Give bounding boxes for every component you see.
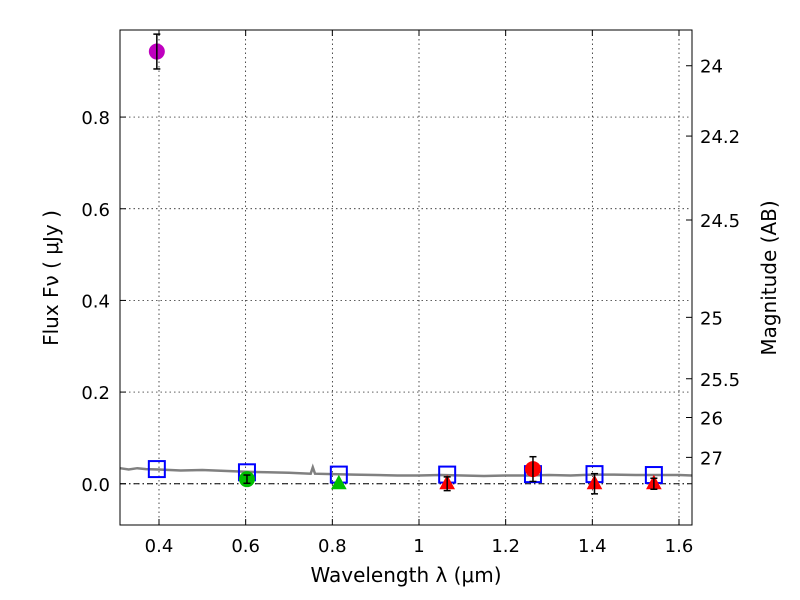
y2-axis-label: Magnitude (AB)	[757, 200, 781, 355]
magnitude-tick-label: 26	[700, 409, 723, 430]
y-tick-label: 0.4	[81, 291, 110, 312]
tick-labels: 0.4 0.6 0.8 1 1.2 1.4 1.6 0.0 0.2 0.4 0.6 0.8 24 24.2…	[81, 57, 740, 557]
x-tick-label: 0.8	[318, 536, 347, 557]
model-spectrum-line	[119, 463, 693, 478]
magnitude-tick-label: 24.2	[700, 127, 740, 148]
y-tick-label: 0.0	[81, 475, 110, 496]
axis-ticks	[120, 30, 692, 525]
x-tick-label: 0.4	[145, 536, 174, 557]
y-tick-label: 0.2	[81, 383, 110, 404]
upper-limit-triangle	[330, 474, 347, 490]
plot-frame	[119, 29, 693, 526]
magnitude-tick-label: 24.5	[700, 211, 740, 232]
x-tick-label: 1	[413, 536, 424, 557]
y-tick-label: 0.6	[81, 200, 110, 221]
magnitude-tick-label: 27	[700, 448, 723, 469]
model-photometry-square	[147, 460, 166, 479]
y-tick-label: 0.8	[81, 108, 110, 129]
x-axis-label: Wavelength λ (μm)	[310, 563, 501, 587]
data-layer	[119, 33, 693, 495]
x-tick-label: 1.6	[665, 536, 694, 557]
grid-lines	[120, 30, 692, 525]
x-tick-label: 0.6	[231, 536, 260, 557]
magnitude-tick-label: 24	[700, 57, 723, 78]
magnitude-tick-label: 25	[700, 308, 723, 329]
magnitude-tick-label: 25.5	[700, 370, 740, 391]
y-axis-label: Flux Fν ( μJy )	[39, 210, 63, 346]
x-tick-label: 1.2	[491, 536, 520, 557]
x-tick-label: 1.4	[578, 536, 607, 557]
